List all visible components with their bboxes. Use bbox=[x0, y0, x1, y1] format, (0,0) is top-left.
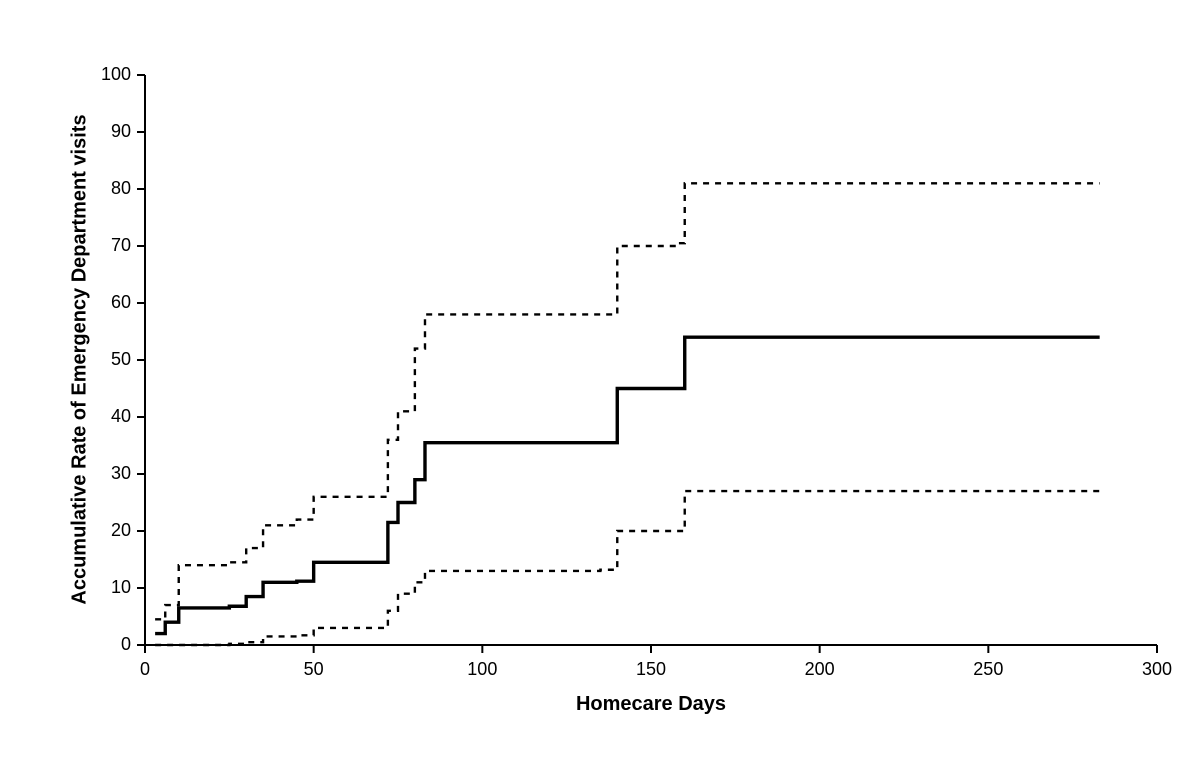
y-tick-label: 10 bbox=[111, 577, 131, 598]
series-central-estimate bbox=[155, 337, 1100, 633]
x-axis-label: Homecare Days bbox=[551, 693, 751, 716]
x-tick-label: 150 bbox=[631, 659, 671, 680]
y-tick-label: 40 bbox=[111, 406, 131, 427]
series-upper-ci bbox=[155, 183, 1100, 619]
x-tick-label: 50 bbox=[294, 659, 334, 680]
x-tick-label: 100 bbox=[462, 659, 502, 680]
series-lower-ci bbox=[155, 491, 1100, 645]
y-tick-label: 70 bbox=[111, 235, 131, 256]
y-tick-label: 90 bbox=[111, 121, 131, 142]
x-tick-label: 250 bbox=[968, 659, 1008, 680]
y-tick-label: 20 bbox=[111, 520, 131, 541]
y-tick-label: 100 bbox=[101, 64, 131, 85]
y-tick-label: 80 bbox=[111, 178, 131, 199]
y-tick-label: 50 bbox=[111, 349, 131, 370]
y-tick-label: 60 bbox=[111, 292, 131, 313]
x-tick-label: 0 bbox=[125, 659, 165, 680]
y-tick-label: 0 bbox=[121, 634, 131, 655]
y-axis-label: Accumulative Rate of Emergency Departmen… bbox=[69, 80, 92, 640]
chart-container: 0 10 20 30 40 50 60 70 80 90 100 0 50 100 150 200 250 30… bbox=[0, 0, 1200, 784]
x-tick-label: 300 bbox=[1137, 659, 1177, 680]
y-tick-label: 30 bbox=[111, 463, 131, 484]
chart-svg bbox=[0, 0, 1200, 784]
x-tick-label: 200 bbox=[800, 659, 840, 680]
